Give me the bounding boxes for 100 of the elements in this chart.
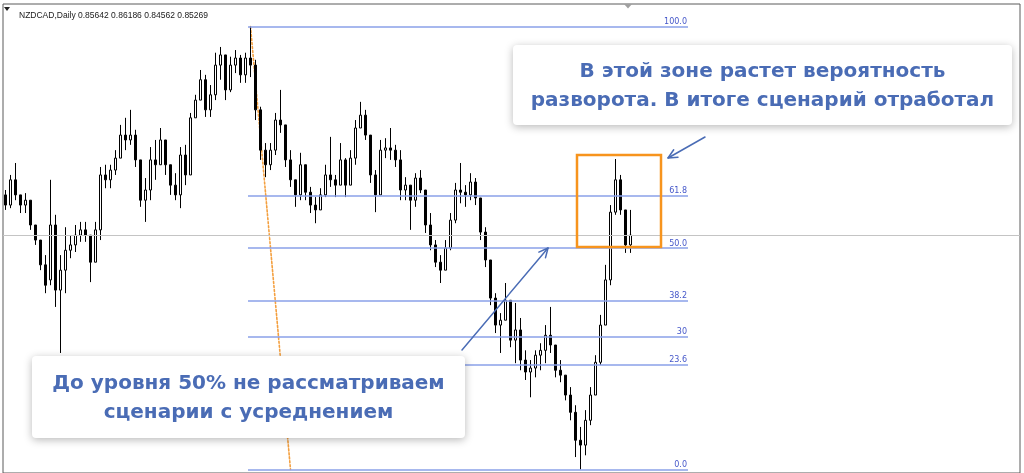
- candlestick: [64, 226, 67, 294]
- candlestick: [429, 212, 432, 251]
- candlestick: [184, 144, 187, 186]
- candlestick: [79, 221, 82, 243]
- candlestick: [569, 386, 572, 421]
- candlestick: [364, 109, 367, 141]
- candlestick: [459, 162, 462, 204]
- candlestick: [189, 112, 192, 176]
- candlestick: [624, 209, 627, 254]
- candlestick: [589, 386, 592, 426]
- candlestick: [119, 124, 122, 159]
- candlestick: [519, 317, 522, 371]
- candlestick: [439, 254, 442, 284]
- candlestick: [599, 314, 602, 366]
- candlestick: [54, 214, 57, 308]
- candlestick: [49, 179, 52, 286]
- candlestick: [254, 59, 257, 121]
- candlestick: [514, 302, 517, 364]
- candlestick: [114, 149, 117, 176]
- candlestick: [389, 127, 392, 161]
- candlestick: [419, 169, 422, 194]
- candlestick: [214, 52, 217, 101]
- candlestick: [384, 137, 387, 159]
- candlestick: [629, 209, 632, 254]
- candlestick: [489, 259, 492, 306]
- candlestick: [369, 134, 372, 184]
- candlestick: [249, 26, 252, 78]
- candlestick: [394, 144, 397, 168]
- candlestick: [159, 127, 162, 166]
- candlestick: [379, 139, 382, 196]
- candlestick: [14, 162, 17, 201]
- candlestick: [544, 324, 547, 364]
- candlestick: [509, 299, 512, 348]
- candlestick: [534, 349, 537, 378]
- candlestick: [399, 149, 402, 201]
- candlestick: [359, 101, 362, 129]
- candlestick: [479, 197, 482, 241]
- candlestick: [234, 49, 237, 74]
- candlestick: [289, 149, 292, 188]
- candlestick: [154, 139, 157, 181]
- candlestick: [339, 142, 342, 186]
- candlestick: [454, 182, 457, 224]
- candlestick: [284, 124, 287, 168]
- candlestick: [484, 226, 487, 268]
- candlestick: [269, 142, 272, 171]
- annotation: До уровня 50% не рассматриваем сценарии с усреднением: [51, 369, 446, 425]
- candlestick: [294, 179, 297, 208]
- candlestick: [464, 184, 467, 208]
- candlestick: [219, 46, 222, 81]
- candlestick: [39, 239, 42, 271]
- candlestick: [239, 54, 242, 84]
- candlestick: [444, 239, 447, 271]
- candlestick: [614, 158, 617, 216]
- candlestick: [274, 112, 277, 156]
- candlestick: [19, 194, 22, 214]
- candlestick: [259, 106, 262, 161]
- candlestick: [144, 177, 147, 223]
- candlestick: [74, 224, 77, 253]
- candlestick: [304, 164, 307, 201]
- candlestick: [559, 359, 562, 383]
- candlestick: [224, 54, 227, 101]
- candlestick: [59, 254, 62, 354]
- candlestick: [579, 426, 582, 470]
- candlestick: [244, 52, 247, 84]
- candlestick: [94, 221, 97, 263]
- candlestick: [69, 234, 72, 259]
- candlestick: [299, 152, 302, 201]
- candlestick: [169, 164, 172, 196]
- text: NZDCAD,Daily 0.85642 0.86186 0.84562 0.85269: [19, 9, 209, 20]
- candlestick: [29, 199, 32, 231]
- ref-line-label: 0.0: [674, 459, 687, 469]
- ref-line-label: 61.8: [669, 186, 687, 196]
- candlestick: [424, 189, 427, 234]
- candlestick: [139, 159, 142, 208]
- candlestick: [44, 254, 47, 294]
- candlestick: [134, 129, 137, 168]
- candlestick: [409, 184, 412, 231]
- annotation: В этой зоне растет вероятность разворота. В итоге сценарий отработал: [529, 57, 996, 113]
- candlestick: [414, 172, 417, 208]
- candlestick: [354, 119, 357, 166]
- candlestick: [594, 354, 597, 396]
- candlestick: [449, 212, 452, 251]
- candlestick: [609, 204, 612, 286]
- candlestick: [194, 94, 197, 119]
- candlestick: [504, 282, 507, 321]
- ref-line-label: 38.2: [669, 290, 687, 300]
- candlestick: [324, 164, 327, 198]
- candlestick: [89, 234, 92, 283]
- candlestick: [149, 146, 152, 201]
- candlestick: [279, 89, 282, 134]
- candlestick: [604, 264, 607, 326]
- candlestick: [4, 189, 7, 211]
- ref-line-label: 30: [676, 327, 687, 337]
- candlestick: [264, 142, 267, 178]
- candlestick: [404, 176, 407, 201]
- candlestick: [9, 174, 12, 209]
- candlestick: [524, 349, 527, 381]
- candlestick: [539, 342, 542, 371]
- candlestick: [349, 149, 352, 186]
- candlestick: [584, 409, 587, 456]
